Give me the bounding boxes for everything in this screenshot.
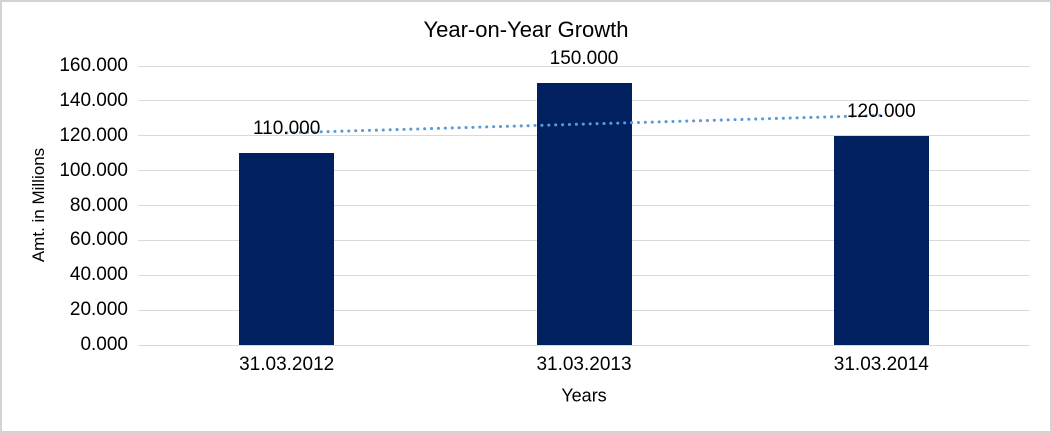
y-tick-label: 100.000 bbox=[59, 159, 128, 181]
y-tick-label: 60.000 bbox=[69, 229, 128, 251]
trendline bbox=[285, 113, 883, 135]
bar-31.03.2014 bbox=[833, 135, 929, 345]
data-label: 110.000 bbox=[253, 118, 321, 140]
x-tick-label: 31.03.2012 bbox=[239, 354, 335, 375]
plot-area: 110.000 150.000 120.000 bbox=[138, 48, 1030, 346]
y-tick-label: 0.000 bbox=[80, 334, 128, 355]
data-label: 120.000 bbox=[846, 100, 916, 122]
bar-31.03.2013 bbox=[536, 83, 632, 345]
x-tick-label: 31.03.2013 bbox=[536, 354, 632, 375]
y-tick-label: 40.000 bbox=[69, 264, 128, 286]
x-tick-label: 31.03.2014 bbox=[833, 354, 929, 375]
y-tick-label: 160.000 bbox=[59, 55, 128, 76]
gridline bbox=[138, 344, 1030, 346]
chart-title: Year-on-Year Growth bbox=[423, 17, 629, 42]
y-tick-label: 20.000 bbox=[69, 299, 128, 321]
x-axis-title: Years bbox=[561, 385, 607, 406]
gridline bbox=[138, 65, 1030, 67]
y-tick-label: 140.000 bbox=[59, 89, 128, 111]
y-tick-label: 80.000 bbox=[69, 194, 128, 216]
bar-31.03.2012 bbox=[239, 153, 335, 345]
y-tick-label: 120.000 bbox=[59, 124, 128, 146]
data-label: 150.000 bbox=[549, 48, 619, 70]
